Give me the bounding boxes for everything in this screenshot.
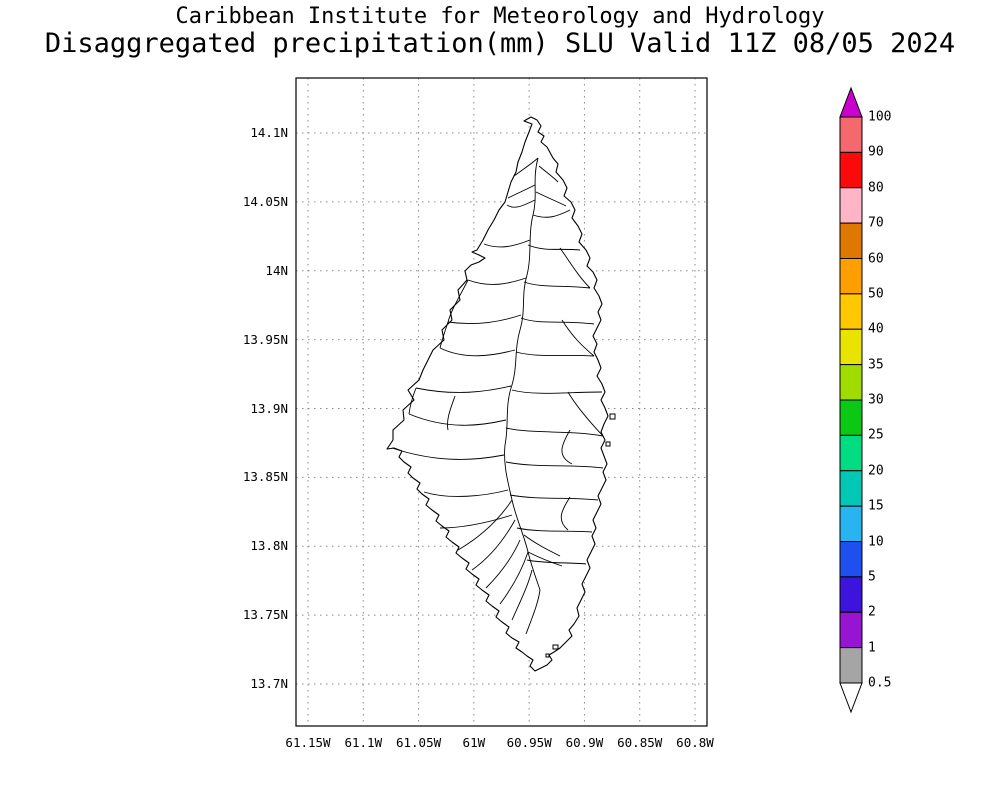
- lat-tick-label: 13.85N: [242, 469, 288, 485]
- offshore-islet: [545, 653, 550, 658]
- colorbar-segment: [839, 541, 863, 578]
- colorbar-label: 5: [868, 569, 876, 585]
- colorbar-segment: [839, 151, 863, 189]
- watershed-boundaries-east: [505, 209, 604, 565]
- colorbar-label: 40: [868, 321, 884, 337]
- colorbar-bottom-arrow: [839, 682, 863, 714]
- colorbar-segment: [839, 258, 863, 295]
- plot-border: [295, 77, 708, 727]
- colorbar-label: 30: [868, 392, 884, 408]
- lon-tick-label: 60.85W: [617, 735, 663, 750]
- lon-tick-label: 60.8W: [676, 735, 714, 750]
- colorbar-segment: [839, 116, 863, 153]
- watershed-ridge-line: [504, 157, 541, 591]
- saint-lucia-island: [386, 116, 616, 672]
- colorbar-label: 60: [868, 251, 884, 266]
- lat-tick-label: 14.1N: [250, 124, 288, 140]
- lon-tick-label: 60.9W: [565, 735, 604, 750]
- offshore-islet: [552, 644, 559, 650]
- lon-tick-label: 61.1W: [344, 735, 383, 750]
- colorbar-segment: [839, 222, 863, 259]
- colorbar-label: 80: [868, 180, 884, 196]
- island-coastline: [386, 116, 609, 672]
- lat-tick-label: 13.75N: [242, 606, 288, 622]
- offshore-islet: [605, 441, 611, 447]
- lat-tick-label: 13.7N: [250, 675, 288, 691]
- lat-tick-label: 14.05N: [242, 193, 288, 209]
- colorbar-segment: [839, 399, 863, 436]
- page-title-organization: Caribbean Institute for Meteorology and …: [175, 4, 825, 29]
- lat-tick-label: 13.95N: [242, 331, 288, 347]
- colorbar-label: 90: [868, 144, 884, 160]
- colorbar-segment: [839, 611, 863, 649]
- colorbar-top-arrow: [839, 86, 863, 118]
- colorbar-segment: [839, 364, 863, 401]
- watershed-boundaries-north: [507, 157, 567, 207]
- colorbar-label: 70: [868, 215, 884, 231]
- colorbar-segment: [839, 470, 863, 507]
- lat-tick-label: 13.8N: [250, 538, 288, 553]
- colorbar-label: 20: [868, 463, 884, 479]
- colorbar-label: 35: [868, 357, 884, 373]
- colorbar-segment: [839, 647, 863, 684]
- colorbar-segment: [839, 293, 863, 330]
- page-title-product: Disaggregated precipitation(mm) SLU Vali…: [44, 28, 956, 59]
- colorbar-label: 0.5: [868, 675, 892, 691]
- colorbar-segment: [839, 576, 863, 613]
- colorbar-segment: [839, 328, 863, 366]
- colorbar-label: 25: [868, 427, 884, 443]
- offshore-islet: [609, 413, 616, 420]
- watershed-boundaries-south: [457, 499, 563, 635]
- lon-tick-label: 60.95W: [506, 735, 552, 750]
- colorbar-label: 10: [868, 534, 884, 549]
- lat-tick-label: 13.9N: [250, 400, 288, 416]
- colorbar-segment: [839, 434, 863, 472]
- colorbar-label: 100: [868, 109, 892, 125]
- colorbar: [839, 86, 863, 714]
- lon-tick-label: 61W: [462, 735, 486, 750]
- watershed-boundaries-west: [391, 199, 536, 529]
- lat-tick-label: 14N: [265, 262, 288, 278]
- colorbar-label: 50: [868, 286, 884, 302]
- lon-tick-label: 61.15W: [285, 735, 331, 750]
- colorbar-label: 1: [868, 640, 876, 656]
- lon-tick-label: 61.05W: [395, 735, 442, 750]
- colorbar-label: 15: [868, 498, 884, 514]
- colorbar-segment: [839, 505, 863, 542]
- colorbar-label: 2: [868, 604, 876, 620]
- colorbar-segment: [839, 187, 863, 224]
